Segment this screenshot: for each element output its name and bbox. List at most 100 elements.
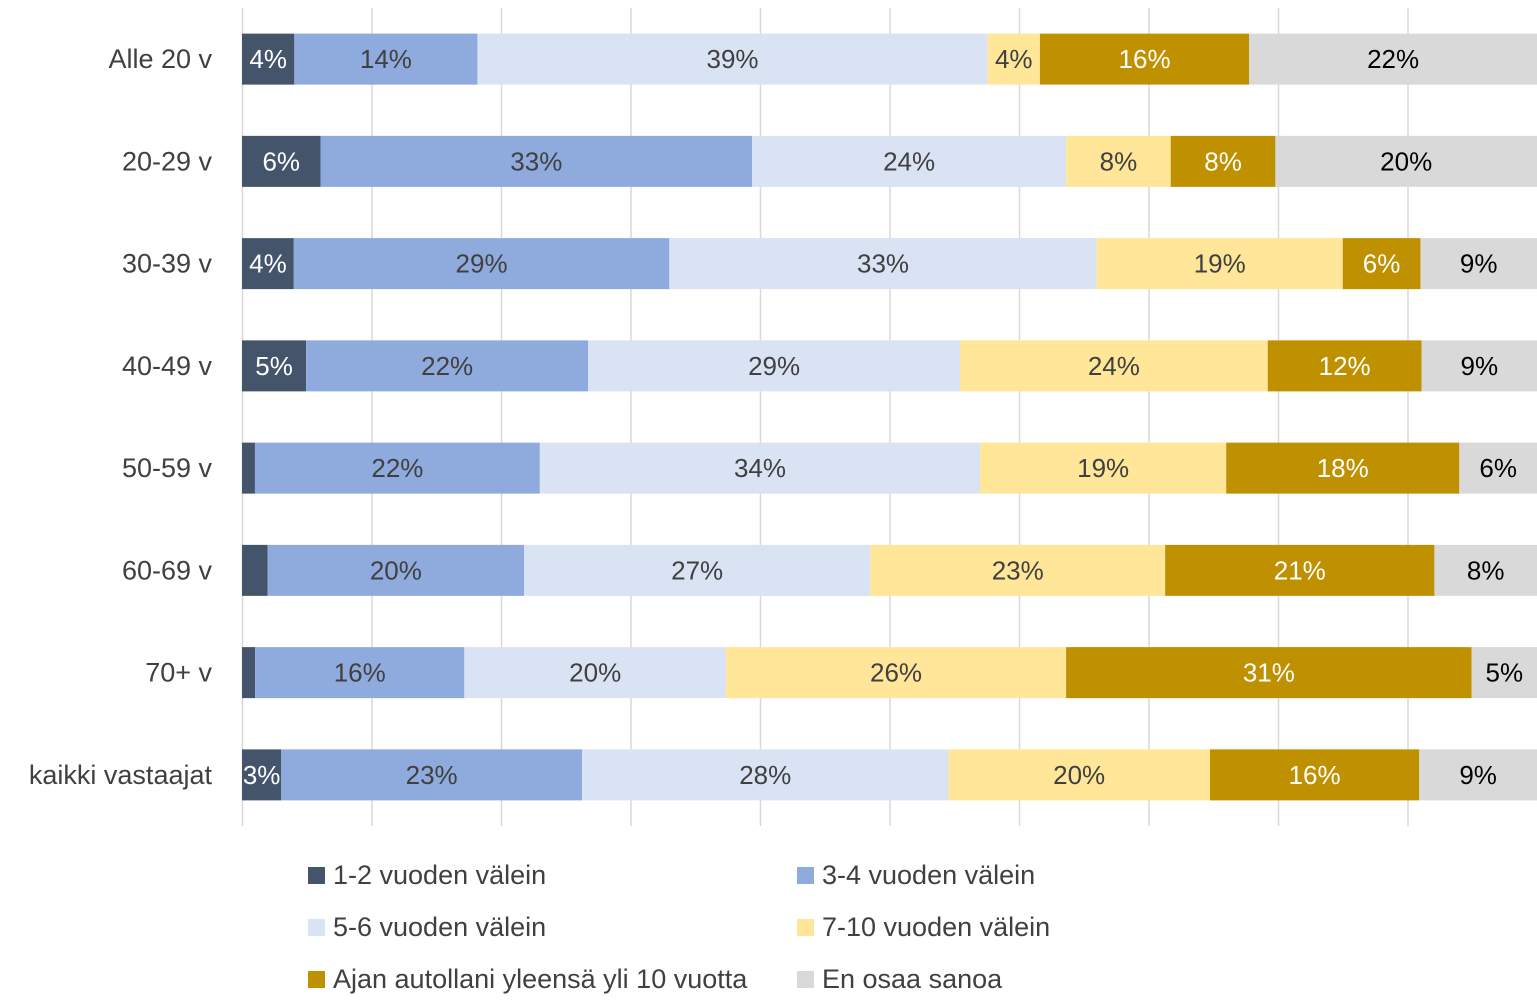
data-label: 20% — [569, 658, 621, 688]
bar-segment — [524, 544, 871, 596]
bar-segment — [1066, 647, 1472, 699]
bar-segment — [725, 647, 1067, 699]
data-label: 34% — [734, 453, 786, 483]
bar-segment — [1039, 33, 1250, 85]
data-label: 9% — [1459, 760, 1497, 790]
bar-segment — [293, 238, 670, 290]
data-label: 14% — [360, 44, 412, 74]
bar-segment — [1170, 135, 1276, 187]
bar-segment — [242, 135, 321, 187]
bar-segment — [294, 33, 478, 85]
data-label: 6% — [1363, 249, 1401, 279]
data-labels: 4% 14% 39% 4% 16% 22% 6% 33% 24% 8% 8% 20% 4% 29% 33% 1… — [243, 44, 1523, 790]
bar-segment — [588, 340, 961, 392]
data-label: 16% — [334, 658, 386, 688]
data-label: 31% — [1243, 658, 1295, 688]
data-label: 9% — [1461, 351, 1499, 381]
bar-segment — [1066, 135, 1171, 187]
data-label: 6% — [262, 146, 300, 176]
data-label: 19% — [1077, 453, 1129, 483]
bar-segment — [1419, 749, 1537, 801]
data-label: 19% — [1194, 249, 1246, 279]
bar-segment — [1434, 544, 1537, 596]
category-label: 70+ v — [145, 658, 212, 688]
legend-label: En osaa sanoa — [822, 964, 1003, 994]
data-label: 18% — [1317, 453, 1369, 483]
legend-item: En osaa sanoa — [797, 964, 1002, 995]
legend-label: 7-10 vuoden välein — [822, 912, 1051, 942]
category-label: 60-69 v — [122, 555, 213, 585]
category-label: 20-29 v — [122, 146, 213, 176]
bar-segment — [267, 544, 525, 596]
bar-segment — [242, 33, 295, 85]
bar-segment — [1421, 340, 1537, 392]
bar-segment — [1267, 340, 1422, 392]
category-label: 50-59 v — [122, 453, 213, 483]
category-label: 40-49 v — [122, 351, 213, 381]
bar-segment — [255, 647, 465, 699]
data-label: 4% — [249, 249, 287, 279]
bar-segment — [1249, 33, 1537, 85]
bar-segment — [752, 135, 1067, 187]
legend-label: Ajan autollani yleensä yli 10 vuotta — [333, 964, 748, 994]
legend-swatch — [797, 971, 814, 988]
bar-segment — [1226, 442, 1460, 494]
data-label: 5% — [1486, 658, 1524, 688]
data-label: 22% — [421, 351, 473, 381]
data-label: 22% — [371, 453, 423, 483]
bar-segment — [281, 749, 583, 801]
data-label: 9% — [1460, 249, 1498, 279]
bar-segment — [320, 135, 753, 187]
data-label: 4% — [995, 44, 1033, 74]
bar-segments — [242, 33, 1537, 801]
data-label: 3% — [243, 760, 281, 790]
bar-segment — [1165, 544, 1435, 596]
data-label: 6% — [1479, 453, 1517, 483]
category-label: kaikki vastaajat — [29, 760, 213, 790]
data-label: 29% — [456, 249, 508, 279]
data-label: 16% — [1289, 760, 1341, 790]
data-label: 21% — [1274, 555, 1326, 585]
data-label: 20% — [1380, 146, 1432, 176]
legend-item: 3-4 vuoden välein — [797, 860, 1035, 891]
bar-segment — [242, 238, 294, 290]
bar-segment — [1275, 135, 1537, 187]
data-label: 27% — [671, 555, 723, 585]
bar-segment — [1342, 238, 1421, 290]
data-label: 8% — [1204, 146, 1242, 176]
bar-segment — [242, 544, 268, 596]
legend-label: 3-4 vuoden välein — [822, 860, 1036, 890]
legend-swatch — [308, 971, 325, 988]
data-label: 23% — [992, 555, 1044, 585]
legend-swatch — [308, 867, 325, 884]
data-label: 20% — [1053, 760, 1105, 790]
bar-segment — [960, 340, 1268, 392]
legend-item: Ajan autollani yleensä yli 10 vuotta — [308, 964, 747, 995]
category-label: 30-39 v — [122, 249, 213, 279]
legend-item: 7-10 vuoden välein — [797, 912, 1050, 943]
legend-item: 1-2 vuoden välein — [308, 860, 546, 891]
data-label: 33% — [510, 146, 562, 176]
legend-swatch — [797, 919, 814, 936]
data-label: 33% — [857, 249, 909, 279]
data-label: 20% — [370, 555, 422, 585]
bar-segment — [1420, 238, 1537, 290]
bar-segment — [539, 442, 981, 494]
gridlines — [241, 8, 1409, 826]
legend-swatch — [308, 919, 325, 936]
bar-segment — [306, 340, 589, 392]
bar-segment — [1096, 238, 1343, 290]
legend-label: 5-6 vuoden välein — [333, 912, 547, 942]
bar-segment — [477, 33, 988, 85]
data-label: 24% — [1088, 351, 1140, 381]
data-label: 12% — [1319, 351, 1371, 381]
data-label: 8% — [1100, 146, 1138, 176]
bar-segment — [1471, 647, 1537, 699]
bar-segment — [582, 749, 949, 801]
category-axis-labels: Alle 20 v 20-29 v 30-39 v 40-49 v 50-59 v 60-… — [29, 44, 213, 790]
bar-segment — [987, 33, 1040, 85]
data-label: 22% — [1367, 44, 1419, 74]
data-label: 16% — [1119, 44, 1171, 74]
legend-label: 1-2 vuoden välein — [333, 860, 547, 890]
